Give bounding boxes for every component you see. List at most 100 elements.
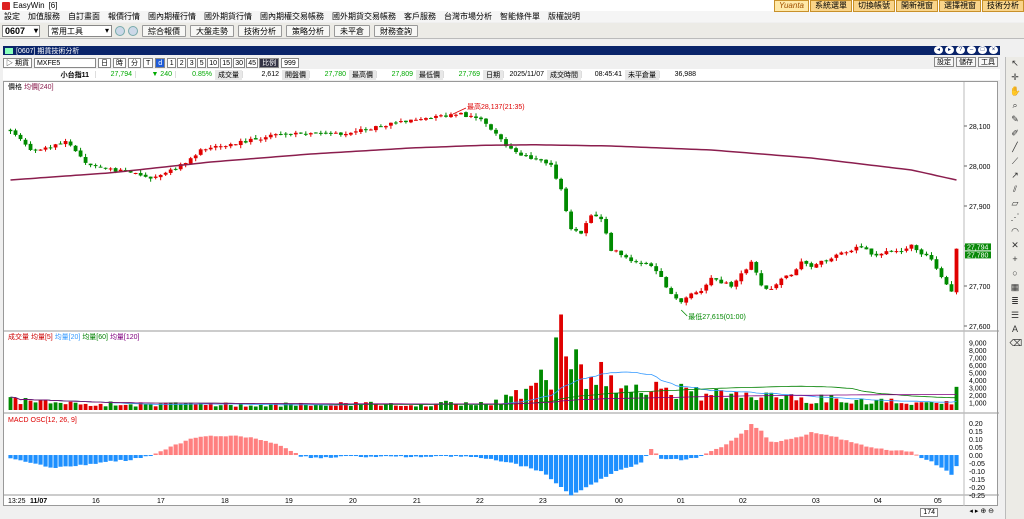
menu-item[interactable]: 設定 — [4, 12, 20, 21]
menu-item[interactable]: 國內期權行情 — [148, 12, 196, 21]
volume-bar — [834, 398, 839, 410]
market-select[interactable]: ▷ 期貨 — [3, 57, 32, 68]
close-icon[interactable]: × — [989, 46, 998, 54]
top-button[interactable]: 切換帳號 — [853, 0, 895, 12]
macd-bar — [754, 427, 759, 456]
period-num[interactable]: 5 — [197, 57, 207, 68]
macd-bar — [614, 455, 619, 472]
candle-body — [654, 266, 659, 272]
text-icon[interactable]: A — [1011, 324, 1018, 334]
hand-icon[interactable]: ✋ — [1009, 86, 1021, 96]
tools-button[interactable]: 工具 — [978, 57, 998, 67]
circle-icon[interactable]: ○ — [1012, 268, 1018, 278]
gear-icon[interactable] — [115, 25, 125, 36]
period-button-hour[interactable]: 時 — [112, 57, 126, 68]
menu-item[interactable]: 自訂畫面 — [68, 12, 100, 21]
chart-area[interactable]: 價格 均價[240] 成交量 均量[5] 均量[20] 均量[60] 均量[120… — [3, 81, 999, 507]
parallel-icon[interactable]: ⫽ — [1012, 184, 1017, 194]
period-num[interactable]: 3 — [187, 57, 197, 68]
menu-item[interactable]: 加值服務 — [28, 12, 60, 21]
maximize-icon[interactable]: □ — [978, 46, 987, 54]
candle-body — [28, 143, 33, 151]
minimize-icon[interactable]: – — [967, 46, 976, 54]
menu-item[interactable]: 版權說明 — [548, 12, 580, 21]
volume-bar — [599, 361, 604, 410]
line-icon[interactable]: ╱ — [1012, 142, 1018, 152]
cursor-icon[interactable]: ↖ — [1011, 58, 1019, 68]
zoom-level[interactable]: 174 — [920, 508, 938, 517]
volume-bar — [363, 402, 368, 410]
scroll-controls-icon[interactable]: ◂ ▸ ⊕ ⊖ — [969, 508, 994, 515]
count-input[interactable]: 999 — [281, 57, 299, 68]
macd-bar — [303, 455, 308, 457]
grid-icon[interactable]: ▦ — [1010, 282, 1020, 292]
top-button[interactable]: 選擇視窗 — [939, 0, 981, 12]
candle-body — [674, 294, 679, 299]
low-annotation: 最低27,615(01:00) — [688, 312, 746, 321]
macd-bar — [508, 455, 514, 463]
toolbar-button[interactable]: 大盤走勢 — [190, 24, 234, 37]
eraser-icon[interactable]: ⌫ — [1009, 338, 1023, 348]
top-button[interactable]: 技術分析 — [982, 0, 1024, 12]
toolbar-button[interactable]: 策略分析 — [286, 24, 330, 37]
zoom-icon[interactable]: ⌕ — [1012, 100, 1018, 110]
forward-icon[interactable]: ▸ — [945, 46, 954, 54]
menu-item[interactable]: 台灣市場分析 — [444, 12, 492, 21]
period-num[interactable]: 30 — [233, 57, 246, 68]
save-button[interactable]: 儲存 — [956, 57, 976, 67]
period-button-d[interactable]: d — [155, 57, 166, 68]
refresh-icon[interactable] — [128, 25, 138, 36]
macd-bar — [53, 455, 58, 468]
arc-icon[interactable]: ◠ — [1011, 226, 1019, 236]
period-num[interactable]: 1 — [167, 57, 177, 68]
menu-item[interactable]: 國內期權交易帳務 — [260, 12, 324, 21]
macd-bar — [804, 434, 809, 456]
ray-icon[interactable]: ⟋ — [1011, 156, 1019, 166]
x-tick-label: 21 — [413, 498, 421, 505]
period-num[interactable]: 45 — [246, 57, 259, 68]
menu-item[interactable]: 國外期貨交易帳務 — [332, 12, 396, 21]
technical-chart-svg[interactable]: 價格 均價[240] 成交量 均量[5] 均量[20] 均量[60] 均量[120… — [4, 82, 999, 507]
menu-item[interactable]: 智能條件單 — [500, 12, 540, 21]
help-icon[interactable]: ? — [956, 46, 965, 54]
fibonacci-icon[interactable]: ≣ — [1011, 296, 1019, 306]
top-button[interactable]: 系統選單 — [810, 0, 852, 12]
toolbar-button[interactable]: 技術分析 — [238, 24, 282, 37]
brush-icon[interactable]: ✐ — [1011, 128, 1019, 138]
macd-bar — [63, 455, 68, 467]
macd-bar — [348, 455, 353, 457]
fan-icon[interactable]: ⋰ — [1010, 212, 1020, 222]
volume-bar — [814, 403, 819, 410]
period-num[interactable]: 2 — [177, 57, 187, 68]
toolbar-button[interactable]: 財務查詢 — [374, 24, 418, 37]
period-button-day[interactable]: 日 — [97, 57, 111, 68]
volume-bar — [894, 403, 899, 410]
volume-bar — [63, 404, 68, 410]
pen-icon[interactable]: ✎ — [1011, 114, 1019, 124]
levels-icon[interactable]: ☰ — [1010, 310, 1020, 320]
layout-select[interactable]: 常用工具 — [48, 24, 112, 37]
menu-item[interactable]: 報價行情 — [108, 12, 140, 21]
function-code-input[interactable]: 0607 — [2, 24, 40, 37]
candle-body — [854, 246, 859, 251]
plus-icon[interactable]: + — [1012, 254, 1018, 264]
symbol-input[interactable]: MXFE5 — [33, 57, 96, 68]
period-num[interactable]: 15 — [220, 57, 233, 68]
arrow-icon[interactable]: ↗ — [1011, 170, 1019, 180]
toolbar-button[interactable]: 未平倉 — [334, 24, 370, 37]
settings-button[interactable]: 設定 — [934, 57, 954, 67]
candle-body — [263, 137, 268, 140]
period-button-minute[interactable]: 分 — [127, 57, 141, 68]
menu-item[interactable]: 客戶服務 — [404, 12, 436, 21]
channel-icon[interactable]: ▱ — [1011, 198, 1019, 208]
menu-item[interactable]: 國外期貨行情 — [204, 12, 252, 21]
volume-bar — [73, 402, 78, 410]
crosshair-icon[interactable]: ✛ — [1011, 72, 1019, 82]
toolbar-button[interactable]: 綜合報價 — [142, 24, 186, 37]
cross-icon[interactable]: ✕ — [1011, 240, 1019, 250]
macd-bar — [128, 455, 133, 461]
period-num[interactable]: 10 — [207, 57, 220, 68]
back-icon[interactable]: ◂ — [934, 46, 943, 54]
top-button[interactable]: 開新視窗 — [896, 0, 938, 12]
period-button-tick[interactable]: T — [142, 57, 154, 68]
